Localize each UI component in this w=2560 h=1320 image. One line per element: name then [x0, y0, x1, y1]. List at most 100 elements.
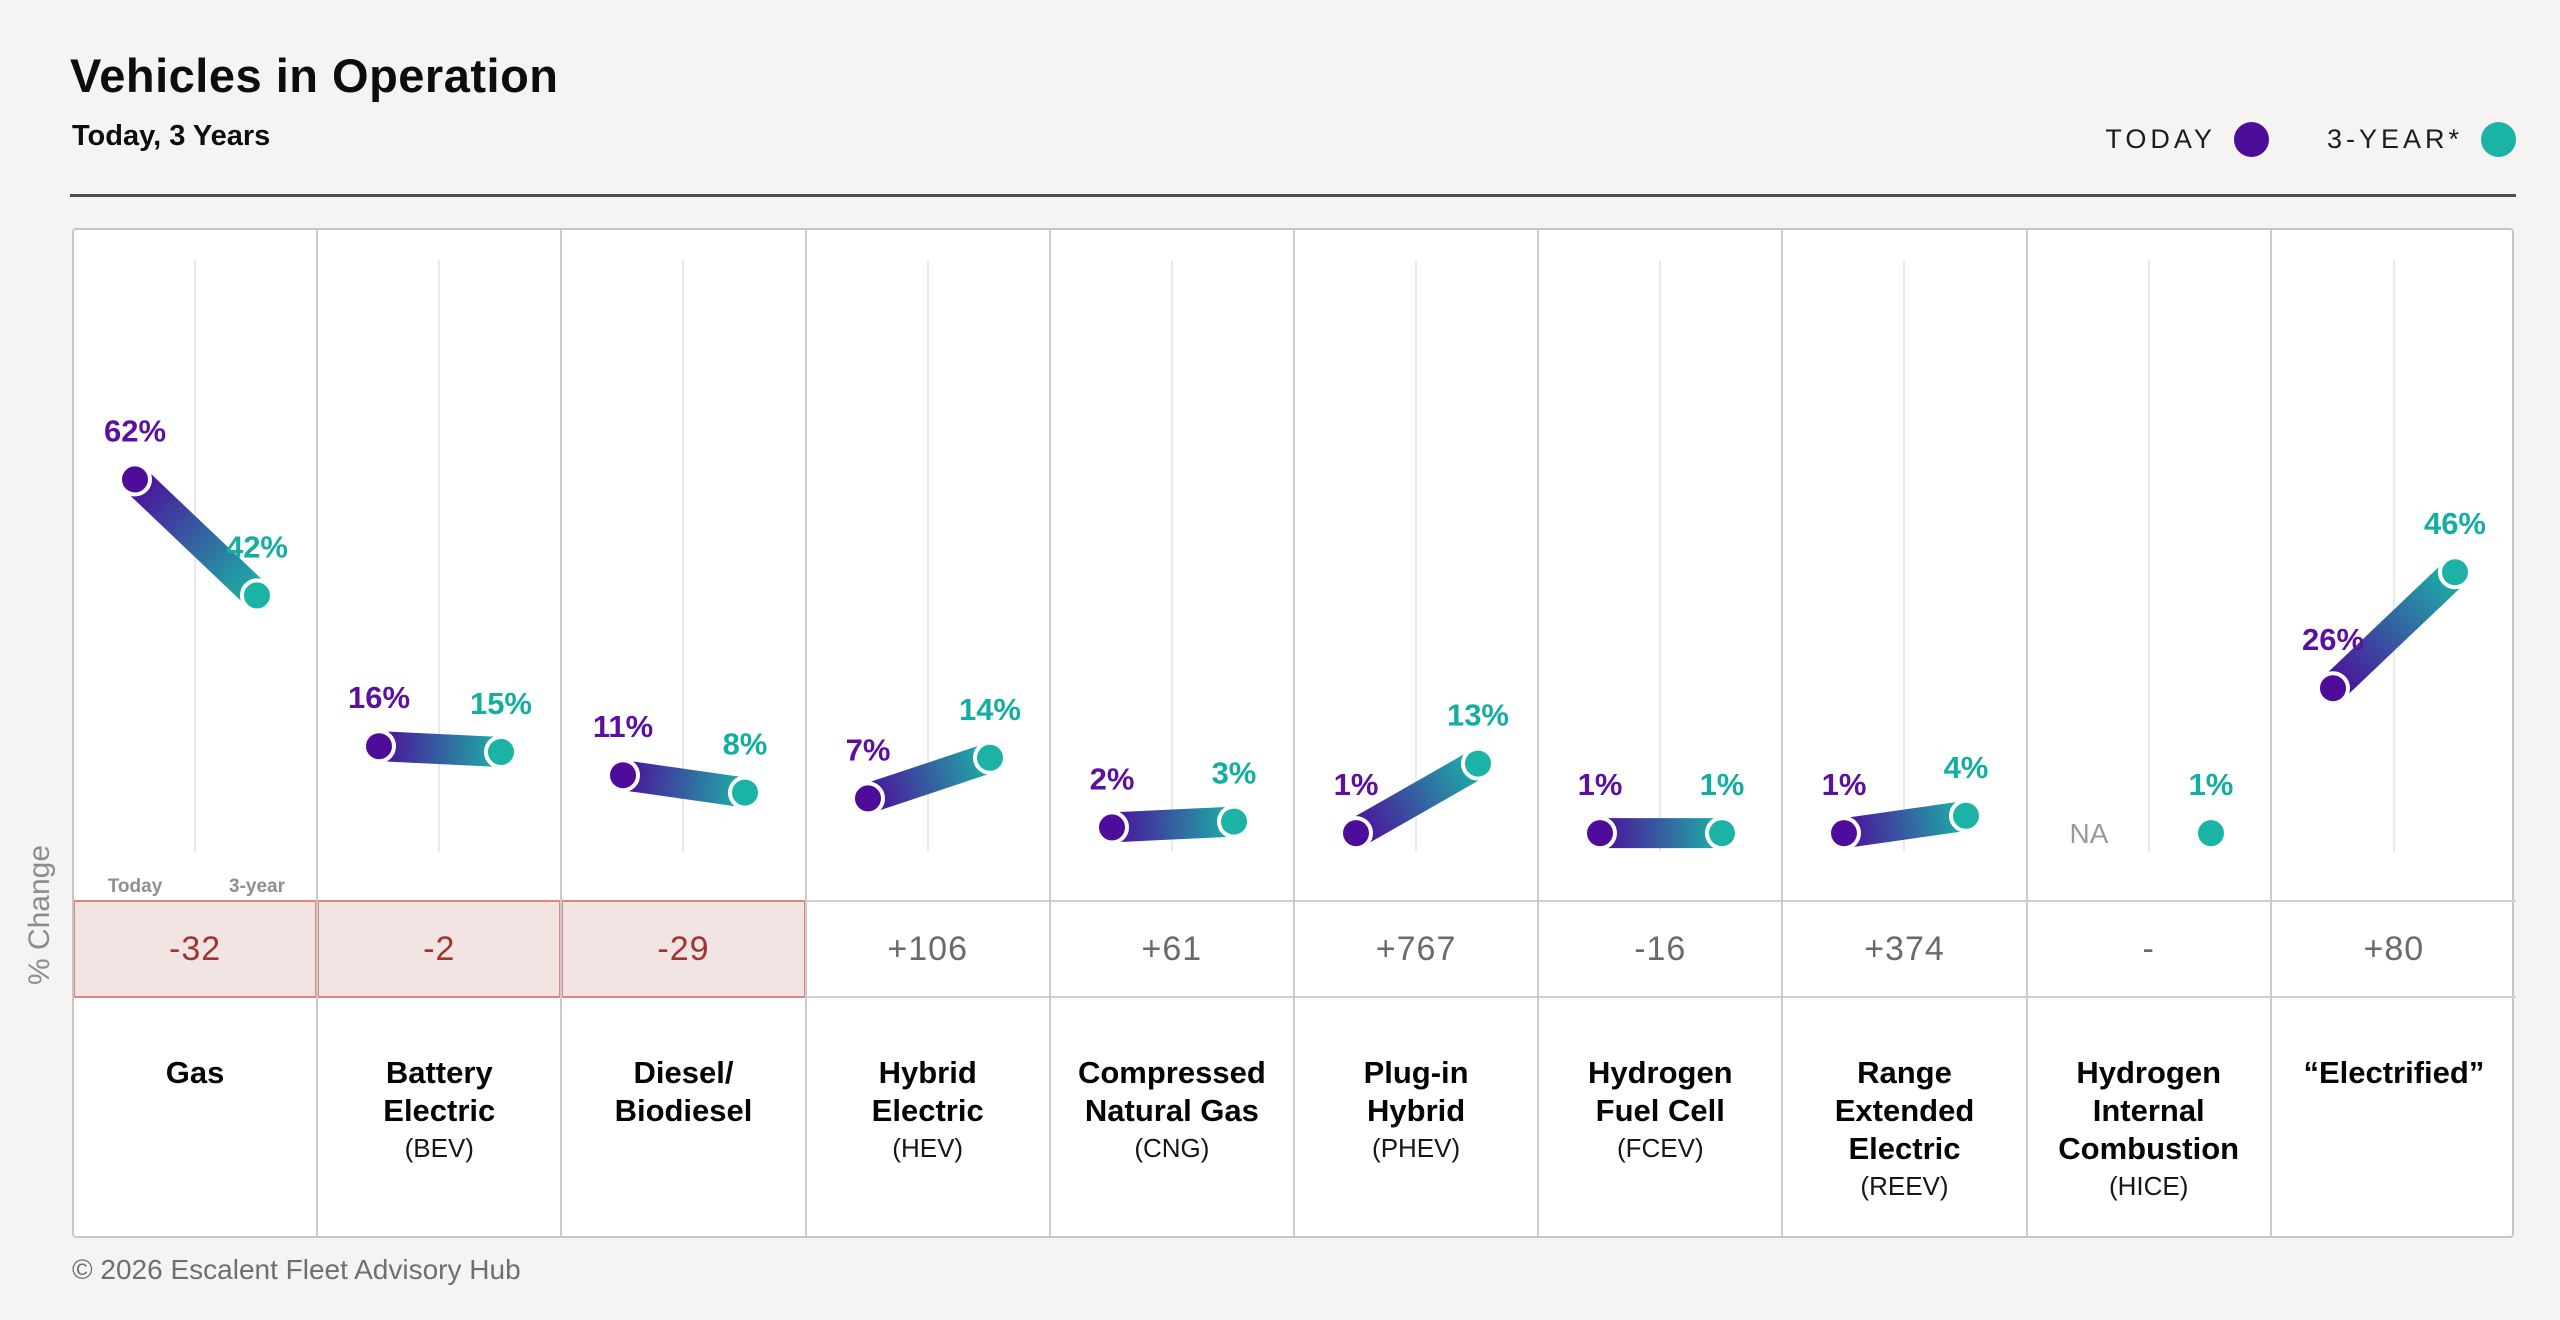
slope-band [608, 760, 761, 808]
chart-column: 11% 8% -29 Diesel/Biodiesel [562, 230, 807, 1236]
slope-band [1340, 748, 1493, 849]
column-gridline [1170, 260, 1173, 852]
legend: TODAY 3-YEAR* [2105, 122, 2516, 157]
category-label: Electric [383, 1093, 496, 1128]
today-value-label: 62% [104, 413, 166, 448]
year3-dot [1460, 746, 1495, 781]
category-cell: Compressed Natural Gas (CNG) [1051, 998, 1293, 1236]
year3-dot [972, 740, 1007, 775]
category-label: Diesel/ [633, 1055, 734, 1090]
column-gridline [2392, 260, 2395, 852]
year3-dot [1949, 798, 1984, 833]
chart-column: 16% 15% -2 Battery Electric (BEV) [318, 230, 563, 1236]
category-label: Electric [871, 1093, 984, 1128]
today-dot [362, 729, 397, 764]
column-gridline [1903, 260, 1906, 852]
slope-plot: 7% 14% [845, 692, 1021, 816]
3year-dot-icon [2481, 122, 2516, 157]
pct-change-cell: -32 [74, 900, 317, 998]
today-value-label: 11% [593, 709, 653, 744]
category-label: Hybrid [1367, 1093, 1466, 1128]
today-value-label: 1% [1822, 767, 1867, 802]
category-cell: Range Extended Electric (REEV) [1783, 998, 2025, 1236]
slope-band [364, 731, 517, 767]
category-cell: Battery Electric (BEV) [318, 998, 560, 1236]
today-dot [2315, 671, 2350, 706]
slope-band [2317, 557, 2470, 704]
category-label: Internal [2092, 1093, 2205, 1128]
year3-value-label: 1% [1700, 767, 1745, 802]
y-axis-label: % Change [23, 844, 56, 986]
chart-column: 62% 42% Today 3-year -32 Gas [74, 230, 319, 1236]
column-gridline [2147, 260, 2150, 852]
category-label: Compressed [1077, 1055, 1266, 1090]
na-label: NA [2069, 818, 2108, 849]
category-label: Biodiesel [614, 1093, 753, 1128]
today-dot [117, 462, 152, 497]
copyright-text: © 2026 Escalent Fleet Advisory Hub [72, 1254, 521, 1285]
pct-change-cell: -2 [318, 900, 561, 998]
today-value-label: 1% [1334, 767, 1379, 802]
slope-plot: 1% 4% [1822, 750, 1989, 851]
year3-value-label: 13% [1447, 698, 1509, 733]
chart-column: 2% 3% +61 Compressed Natural Gas (CNG) [1050, 230, 1295, 1236]
category-label: Hydrogen [1587, 1055, 1733, 1090]
slope-band [1096, 806, 1249, 843]
column-gridline [682, 260, 685, 852]
pct-change-cell: -29 [562, 900, 805, 998]
slope-chart: 62% 42% Today 3-year -32 Gas 16% 15% -2 Battery El… [72, 228, 2516, 1238]
category-abbr: (PHEV) [1372, 1133, 1461, 1163]
category-label: Hybrid [878, 1055, 977, 1090]
slope-plot: 62% 42% [104, 413, 288, 613]
year3-dot [2193, 816, 2228, 851]
column-gridline [438, 260, 441, 852]
pct-change-cell: +374 [1783, 900, 2026, 998]
category-abbr: (REEV) [1860, 1171, 1949, 1201]
today-value-label: 7% [845, 732, 890, 767]
year3-value-label: 15% [470, 686, 532, 721]
category-cell: Diesel/Biodiesel [562, 998, 804, 1236]
year3-dot [2437, 555, 2472, 590]
legend-item-today: TODAY [2105, 122, 2269, 157]
year3-value-label: 3% [1211, 756, 1256, 791]
slope-plot: 26% 46% [2302, 506, 2486, 706]
year3-value-label: 46% [2424, 506, 2486, 541]
year3-axis-label: 3-year [229, 876, 285, 897]
legend-item-3year: 3-YEAR* [2327, 122, 2516, 157]
slope-plot: 2% 3% [1089, 756, 1256, 845]
chart-column: 1% 1% -16 Hydrogen Fuel Cell (FCEV) [1539, 230, 1784, 1236]
today-dot [1338, 816, 1373, 851]
slope-band [852, 742, 1005, 814]
slope-band [1829, 800, 1982, 849]
category-abbr: (FCEV) [1616, 1133, 1704, 1163]
pct-change-cell: +61 [1050, 900, 1293, 998]
chart-column: 7% 14% +106 Hybrid Electric (HEV) [806, 230, 1051, 1236]
category-abbr: (CNG) [1134, 1133, 1210, 1163]
pct-change-cell: - [2027, 900, 2270, 998]
year3-value-label: 8% [723, 727, 768, 762]
page-title: Vehicles in Operation [70, 49, 559, 102]
slope-plot: 11% 8% [593, 709, 768, 810]
category-abbr: (HICE) [2108, 1171, 2189, 1201]
pct-change-cell: -16 [1539, 900, 1782, 998]
column-gridline [926, 260, 929, 852]
slope-plot: 1% 1% [1578, 767, 1745, 851]
pct-change-cell: +767 [1295, 900, 1538, 998]
year3-dot [1705, 816, 1740, 851]
today-dot [1583, 816, 1618, 851]
category-cell: Gas [74, 998, 316, 1236]
category-cell: Hydrogen Internal Combustion (HICE) [2028, 998, 2270, 1236]
category-label: Extended [1834, 1093, 1975, 1128]
category-cell: Plug-in Hybrid (PHEV) [1295, 998, 1537, 1236]
chart-column: NA 1% - Hydrogen Internal Combustion (HICE) [2027, 230, 2272, 1236]
today-dot [1094, 810, 1129, 845]
today-dot [606, 758, 641, 793]
category-label: Fuel Cell [1595, 1093, 1725, 1128]
year3-dot [239, 578, 274, 613]
today-value-label: 2% [1089, 761, 1134, 796]
today-value-label: 1% [1578, 767, 1623, 802]
slope-band [119, 464, 272, 611]
year3-dot [1216, 804, 1251, 839]
today-dot [850, 781, 885, 816]
